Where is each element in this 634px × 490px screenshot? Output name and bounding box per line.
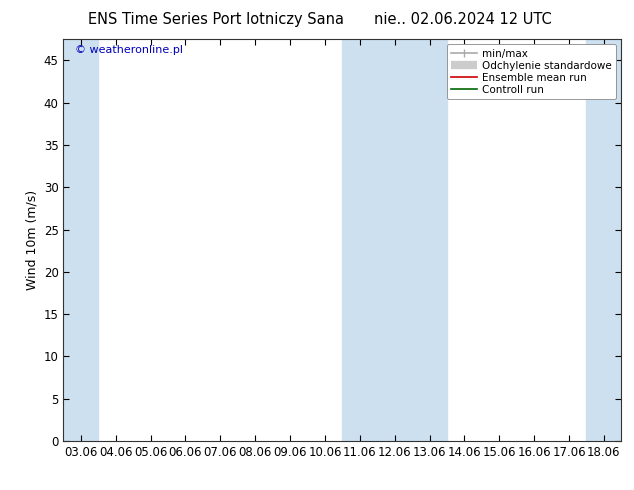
Text: ENS Time Series Port lotniczy Sana: ENS Time Series Port lotniczy Sana [87,12,344,27]
Text: © weatheronline.pl: © weatheronline.pl [75,45,183,55]
Legend: min/max, Odchylenie standardowe, Ensemble mean run, Controll run: min/max, Odchylenie standardowe, Ensembl… [447,45,616,99]
Bar [586,39,634,441]
Bar [342,39,447,441]
Bar [63,39,98,441]
Text: nie.. 02.06.2024 12 UTC: nie.. 02.06.2024 12 UTC [374,12,552,27]
Y-axis label: Wind 10m (m/s): Wind 10m (m/s) [25,190,38,290]
